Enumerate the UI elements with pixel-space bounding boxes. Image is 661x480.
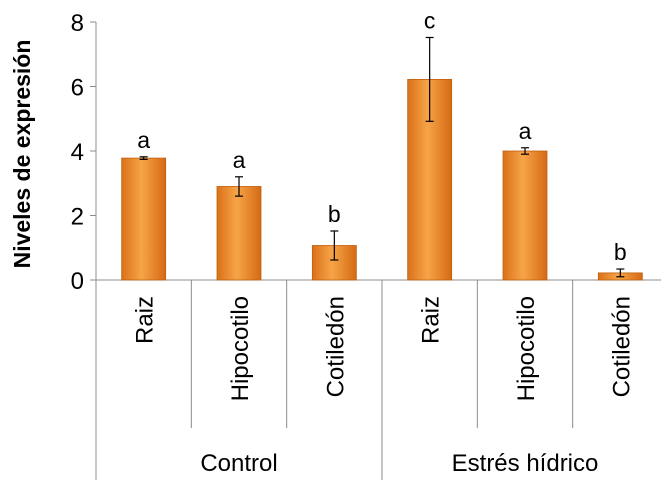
y-tick-label: 6 <box>71 75 84 102</box>
y-tick-label: 4 <box>71 139 84 166</box>
significance-letter: a <box>137 127 150 153</box>
significance-letter: a <box>233 147 246 173</box>
category-label: Hipocotilo <box>513 296 540 401</box>
group-label: Control <box>200 450 277 477</box>
significance-letter: c <box>424 7 436 33</box>
y-tick-label: 2 <box>71 204 84 231</box>
y-tick-label: 0 <box>71 268 84 295</box>
plot-area: 0 2 4 6 8 a Raiz a Hipocotilo b Cotiledón c Raiz a Hip… <box>71 7 661 480</box>
significance-letter: b <box>614 239 627 265</box>
y-axis-label: Niveles de expresión <box>9 40 35 269</box>
bar <box>216 186 262 281</box>
category-label: Hipocotilo <box>227 296 254 401</box>
bar <box>121 157 167 281</box>
category-label: Raiz <box>418 296 445 344</box>
category-label: Cotiledón <box>608 296 635 397</box>
bar <box>502 150 548 281</box>
category-label: Raiz <box>132 296 159 344</box>
y-tick-label: 8 <box>71 10 84 37</box>
category-label: Cotiledón <box>322 296 349 397</box>
group-label: Estrés hídrico <box>452 450 599 477</box>
significance-letter: b <box>328 201 341 227</box>
significance-letter: a <box>519 118 532 144</box>
